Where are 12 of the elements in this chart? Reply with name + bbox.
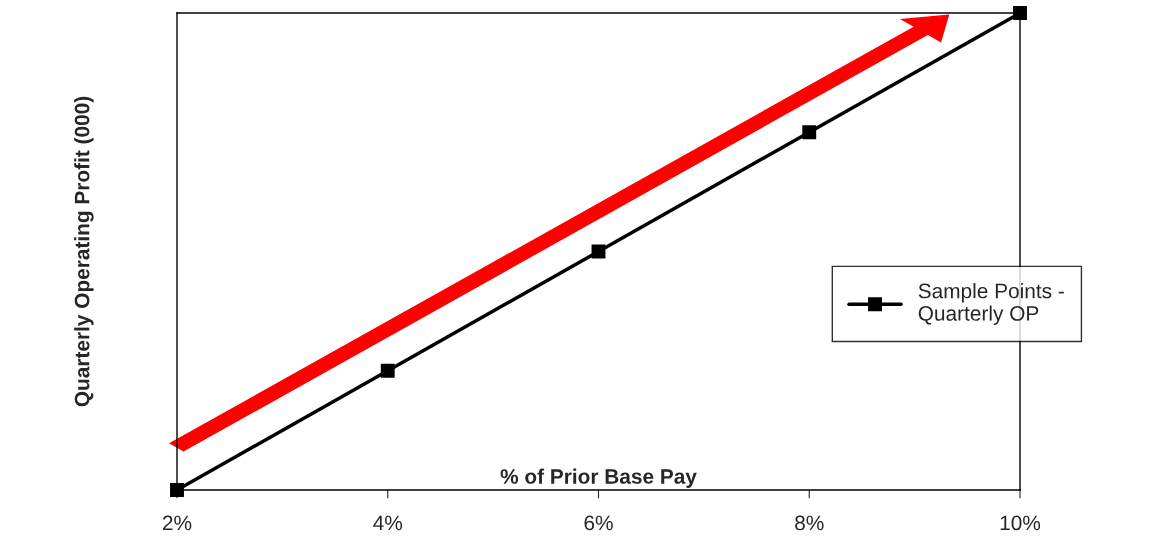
y-axis-title: Quarterly Operating Profit (000) [74, 96, 94, 407]
legend-label: Sample Points - Quarterly OP [918, 283, 1064, 325]
x-tick-label: 4% [373, 515, 403, 531]
x-tick-label: 10% [1000, 515, 1041, 531]
point [1013, 6, 1027, 20]
point [802, 125, 817, 140]
point [170, 483, 184, 497]
x-tick-label: 2% [162, 515, 192, 531]
point [380, 363, 395, 378]
x-tick-label: 6% [584, 515, 613, 531]
x-axis-title: % of Prior Base Pay [500, 468, 697, 488]
x-tick-label: 8% [795, 515, 824, 531]
